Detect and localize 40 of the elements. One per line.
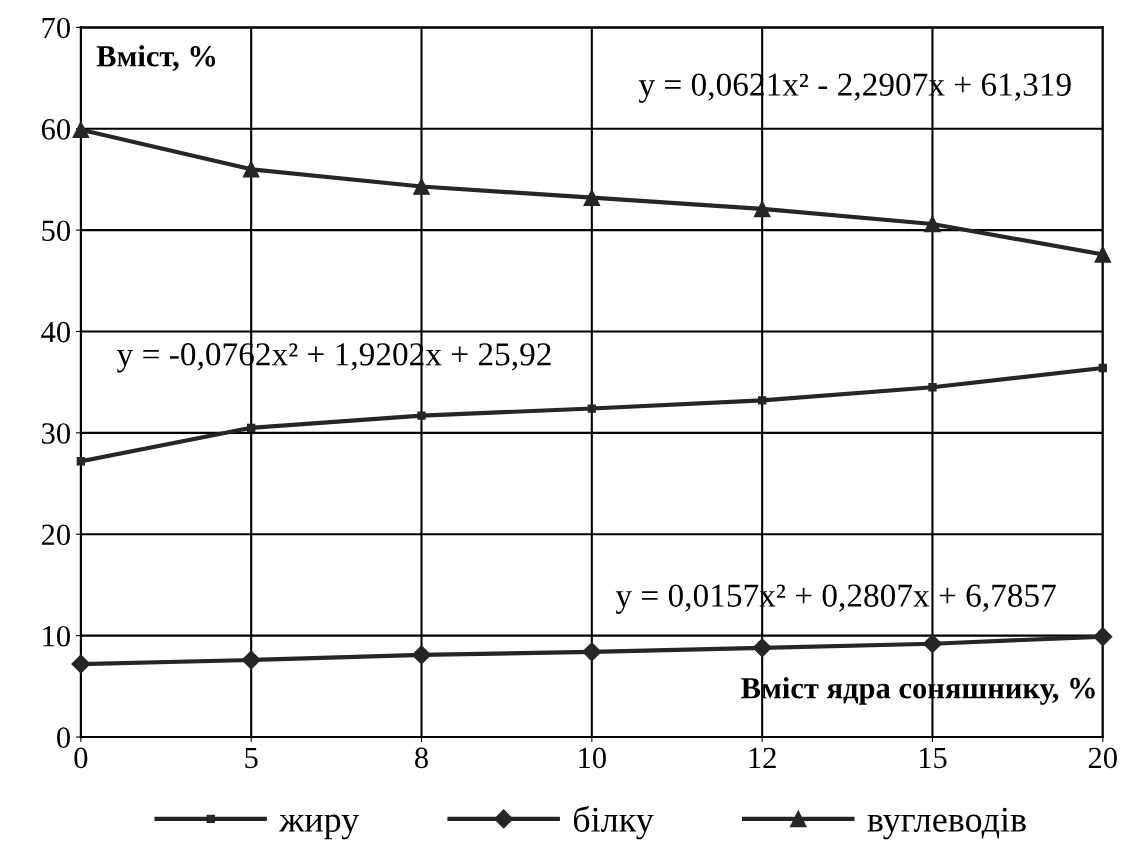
x-tick-label: 20 <box>1088 747 1117 769</box>
point <box>242 160 260 178</box>
point <box>411 645 432 665</box>
x-tick-label: 8 <box>415 747 428 769</box>
point <box>71 654 91 674</box>
point <box>417 411 426 420</box>
y-tick-label: 10 <box>43 625 70 647</box>
point <box>752 638 772 658</box>
x-tick-label: 15 <box>919 747 947 769</box>
point <box>924 215 941 233</box>
x-tick-label: 0 <box>74 747 88 769</box>
point <box>72 121 90 139</box>
point <box>1094 246 1112 263</box>
y-axis-title: Вміст, % <box>96 45 216 72</box>
point <box>247 423 256 432</box>
legend-label: білку <box>573 805 654 840</box>
point <box>922 634 942 654</box>
point <box>1093 627 1113 647</box>
point <box>757 396 767 405</box>
point <box>583 189 601 207</box>
y-tick-label: 50 <box>42 220 70 242</box>
x-tick-label: 5 <box>245 747 258 769</box>
point <box>76 457 86 466</box>
point <box>582 642 602 662</box>
y-tick-label: 60 <box>41 119 70 140</box>
legend-label: жиру <box>279 814 360 840</box>
point <box>587 404 596 413</box>
point <box>1098 363 1107 373</box>
y-tick-label: 40 <box>41 321 70 343</box>
y-tick-label: 30 <box>42 423 70 444</box>
point <box>413 178 430 195</box>
x-tick-label: 12 <box>749 747 776 768</box>
point <box>928 383 937 392</box>
point <box>753 200 771 218</box>
point <box>241 650 261 670</box>
y-tick-label: 20 <box>41 524 70 546</box>
legend-label: вуглеводів <box>867 807 1026 840</box>
y-tick-label: 70 <box>42 17 70 39</box>
x-tick-label: 10 <box>579 747 606 769</box>
y-tick-label: 0 <box>57 727 70 748</box>
